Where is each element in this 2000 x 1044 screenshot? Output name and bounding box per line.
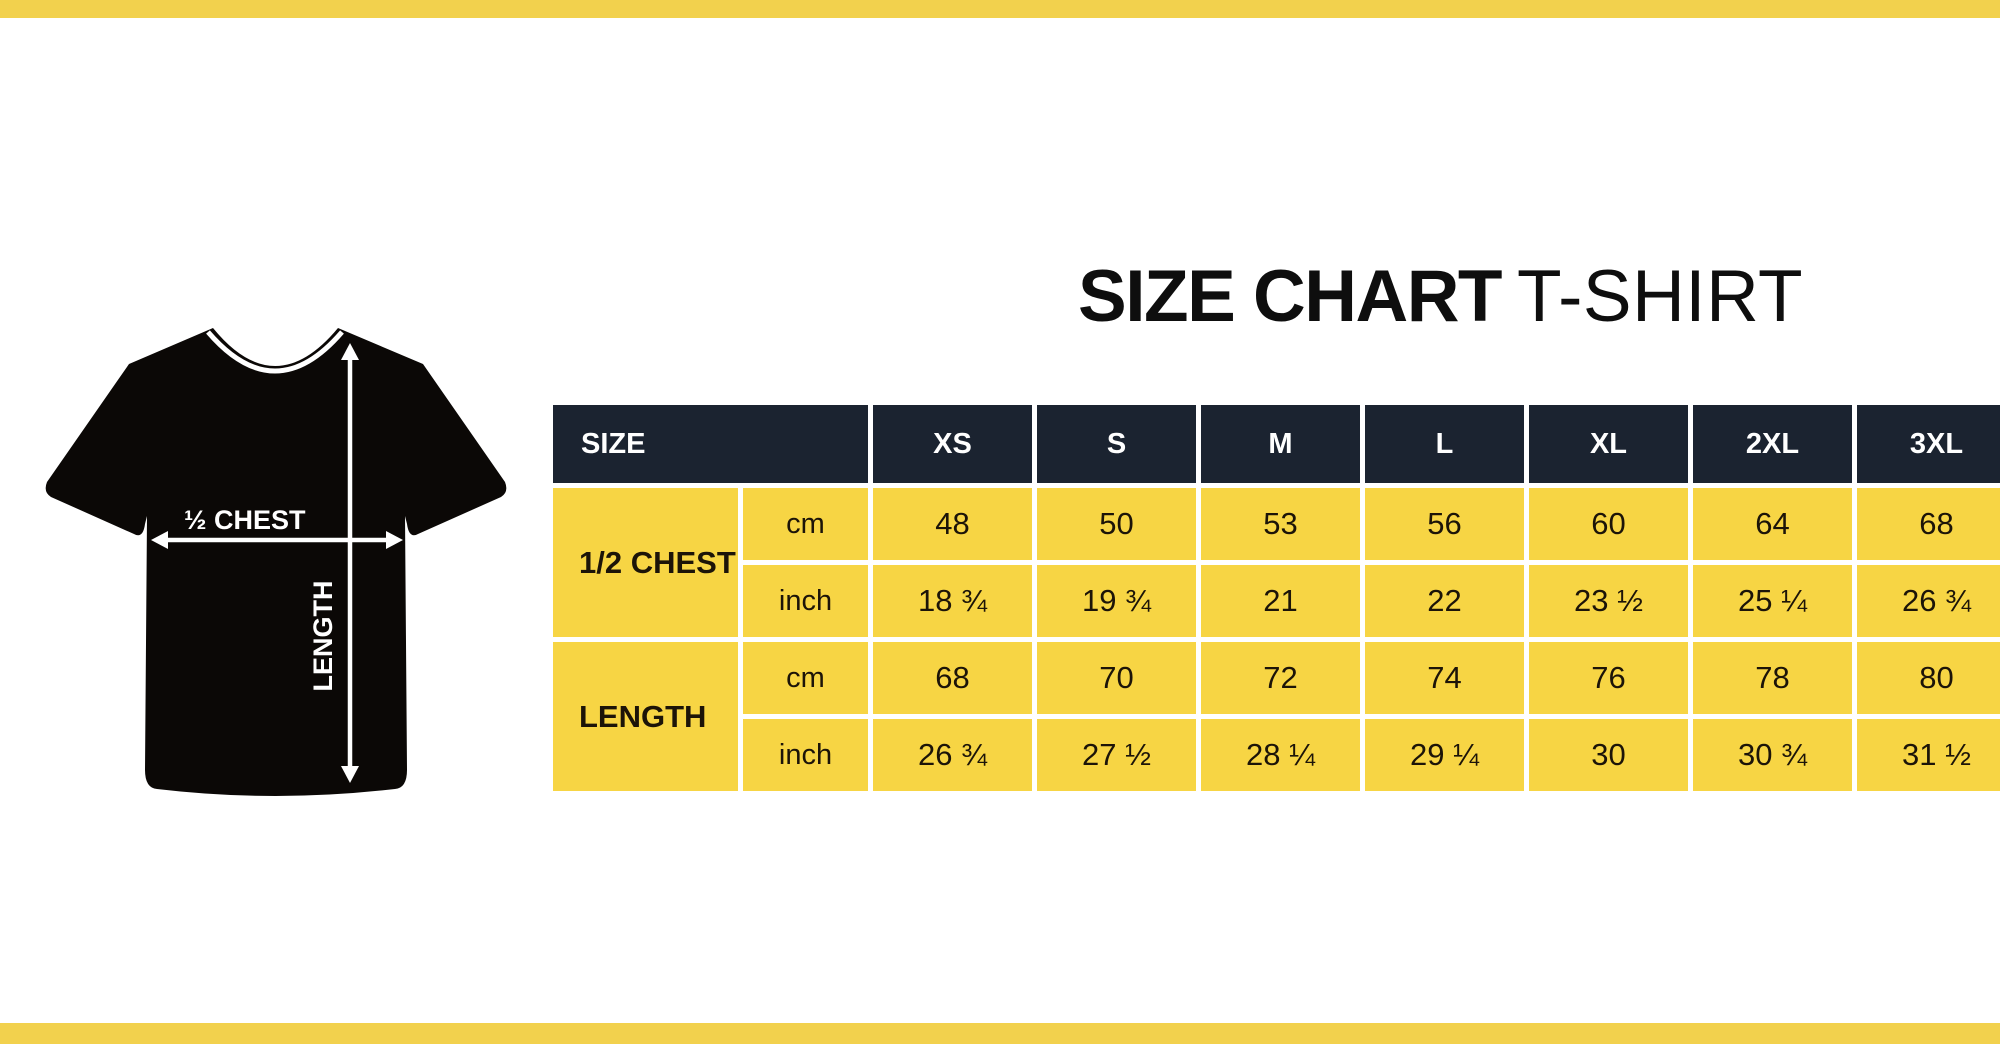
value-cell-length-inch-l: 29 ¼ — [1365, 719, 1524, 791]
header-cell-3xl: 3XL — [1857, 405, 2000, 483]
value-cell-length-inch-xs: 26 ¾ — [873, 719, 1032, 791]
value-cell-length-inch-xl: 30 — [1529, 719, 1688, 791]
value-cell-chest-cm-m: 53 — [1201, 488, 1360, 560]
unit-cell-chest-cm: cm — [743, 488, 868, 560]
value-cell-chest-inch-s: 19 ¾ — [1037, 565, 1196, 637]
page-title: SIZE CHART T-SHIRT — [1078, 260, 1803, 333]
page-title-light: T-SHIRT — [1517, 256, 1804, 337]
value-cell-chest-cm-3xl: 68 — [1857, 488, 2000, 560]
value-cell-length-cm-xl: 76 — [1529, 642, 1688, 714]
header-cell-xl: XL — [1529, 405, 1688, 483]
value-cell-chest-inch-l: 22 — [1365, 565, 1524, 637]
value-cell-chest-cm-s: 50 — [1037, 488, 1196, 560]
row-label-half-chest: 1/2 CHEST — [553, 488, 738, 637]
value-cell-length-inch-m: 28 ¼ — [1201, 719, 1360, 791]
header-cell-2xl: 2XL — [1693, 405, 1852, 483]
top-accent-bar — [0, 0, 2000, 18]
value-cell-length-cm-3xl: 80 — [1857, 642, 2000, 714]
size-chart-table: SIZE XS S M L XL 2XL 3XL 1/2 CHEST cm 48… — [553, 405, 2000, 791]
value-cell-chest-inch-xs: 18 ¾ — [873, 565, 1032, 637]
value-cell-length-inch-2xl: 30 ¾ — [1693, 719, 1852, 791]
value-cell-length-cm-2xl: 78 — [1693, 642, 1852, 714]
value-cell-chest-cm-2xl: 64 — [1693, 488, 1852, 560]
tshirt-diagram: ½ CHEST LENGTH — [38, 318, 518, 800]
value-cell-length-cm-xs: 68 — [873, 642, 1032, 714]
header-cell-xs: XS — [873, 405, 1032, 483]
length-arrow-icon — [341, 343, 359, 783]
header-cell-size: SIZE — [553, 405, 868, 483]
unit-cell-chest-inch: inch — [743, 565, 868, 637]
value-cell-length-inch-s: 27 ½ — [1037, 719, 1196, 791]
tshirt-shape — [45, 328, 507, 796]
tshirt-illustration-svg: ½ CHEST LENGTH — [45, 328, 507, 796]
chest-label: ½ CHEST — [184, 505, 306, 535]
value-cell-chest-inch-xl: 23 ½ — [1529, 565, 1688, 637]
value-cell-chest-inch-2xl: 25 ¼ — [1693, 565, 1852, 637]
header-cell-s: S — [1037, 405, 1196, 483]
value-cell-chest-inch-3xl: 26 ¾ — [1857, 565, 2000, 637]
header-cell-m: M — [1201, 405, 1360, 483]
length-label: LENGTH — [308, 581, 338, 692]
unit-cell-length-inch: inch — [743, 719, 868, 791]
bottom-accent-bar — [0, 1023, 2000, 1044]
value-cell-chest-cm-xl: 60 — [1529, 488, 1688, 560]
unit-cell-length-cm: cm — [743, 642, 868, 714]
value-cell-chest-cm-l: 56 — [1365, 488, 1524, 560]
value-cell-length-cm-l: 74 — [1365, 642, 1524, 714]
row-label-length: LENGTH — [553, 642, 738, 791]
value-cell-length-cm-s: 70 — [1037, 642, 1196, 714]
collar-outline-icon — [206, 330, 344, 374]
value-cell-chest-cm-xs: 48 — [873, 488, 1032, 560]
page-title-bold: SIZE CHART — [1078, 256, 1503, 337]
value-cell-length-inch-3xl: 31 ½ — [1857, 719, 2000, 791]
header-cell-l: L — [1365, 405, 1524, 483]
value-cell-chest-inch-m: 21 — [1201, 565, 1360, 637]
value-cell-length-cm-m: 72 — [1201, 642, 1360, 714]
